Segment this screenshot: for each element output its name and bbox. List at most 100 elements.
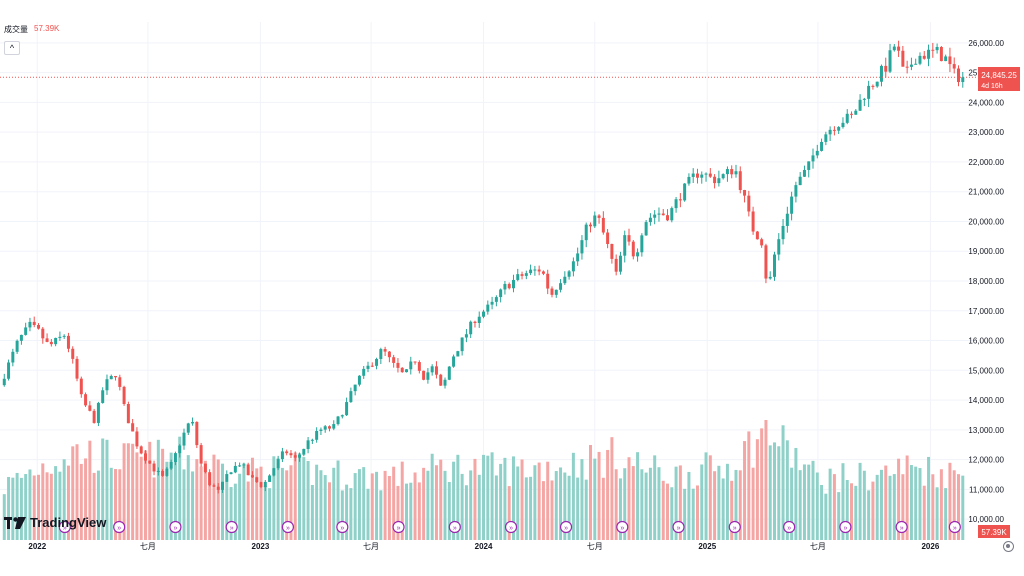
candle-body [520, 274, 524, 276]
earnings-marker-icon [336, 520, 349, 534]
volume-bar [79, 463, 83, 540]
candle-body [700, 174, 704, 178]
candle-body [268, 475, 272, 482]
volume-bar [426, 470, 430, 540]
volume-bar [670, 487, 674, 540]
candle-body [387, 351, 391, 358]
y-tick-label: 15,000.00 [968, 366, 1004, 375]
candle-body [79, 378, 83, 395]
candle-body [88, 405, 92, 411]
volume-bar [62, 459, 66, 540]
volume-bar [695, 485, 699, 540]
volume-bar [396, 485, 400, 540]
candle-body [593, 215, 597, 227]
candle-body [208, 472, 212, 486]
marker-glyph: » [677, 525, 681, 532]
volume-bar [571, 452, 575, 540]
candle-body [524, 273, 528, 276]
volume-bar [580, 459, 584, 540]
volume-bar [751, 467, 755, 540]
candle-body [691, 173, 695, 177]
volume-bar [794, 447, 798, 540]
candle-body [242, 464, 246, 466]
x-tick-label: 2025 [698, 542, 716, 551]
volume-bar [618, 478, 622, 540]
candle-body [854, 110, 858, 115]
candle-body [610, 243, 614, 259]
event-markers[interactable]: » » » » » » » » » » » » » » » » » [58, 520, 961, 534]
collapse-chevron-icon[interactable]: ^ [4, 41, 20, 55]
time-axis[interactable]: 2022 七月 2023 七月 2024 七月 2025 七月 2026 [28, 542, 939, 551]
candle-body [11, 351, 15, 363]
candle-body [798, 176, 802, 186]
volume-bar [644, 472, 648, 540]
volume-bar [332, 467, 336, 540]
candle-body [349, 391, 353, 403]
candle-body [837, 127, 841, 131]
candle-body [850, 113, 854, 115]
volume-bar [439, 459, 443, 540]
candle-body [366, 365, 370, 369]
candle-body [45, 338, 49, 342]
tradingview-logo[interactable]: TradingView [4, 515, 106, 530]
volume-bar [576, 477, 580, 540]
volume-bar [636, 452, 640, 540]
candle-body [139, 446, 143, 454]
marker-glyph: » [63, 525, 67, 532]
last-price-value: 24,845.25 [981, 71, 1017, 80]
earnings-marker-icon [672, 520, 685, 534]
volume-bar [743, 441, 747, 540]
candle-body [648, 217, 652, 223]
volume-bar [905, 455, 909, 540]
volume-bar [259, 466, 263, 540]
volume-bar [84, 458, 88, 540]
candle-body [135, 431, 139, 447]
candle-body [820, 141, 824, 151]
settings-icon[interactable] [1003, 541, 1014, 552]
candle-body [417, 362, 421, 371]
volume-bar [336, 460, 340, 540]
candle-body [109, 375, 113, 380]
candle-body [84, 394, 88, 406]
candle-body [589, 224, 592, 227]
volume-bar [837, 492, 841, 540]
volume-bar [747, 431, 751, 540]
volume-bar [135, 452, 139, 540]
candle-body [54, 337, 58, 345]
y-tick-label: 16,000.00 [968, 337, 1004, 346]
volume-bar [593, 458, 597, 540]
volume-bar [469, 470, 473, 540]
candle-body [644, 222, 648, 236]
candle-body [24, 327, 28, 335]
volume-bar [156, 439, 160, 540]
volume-bar [417, 482, 421, 540]
volume-bar [627, 457, 631, 540]
volume-bar [802, 464, 806, 540]
candle-body [276, 459, 280, 469]
volume-bar [948, 462, 952, 540]
last-price-countdown: 4d 16h [981, 83, 1003, 90]
y-tick-label: 23,000.00 [968, 128, 1004, 137]
volume-bar [169, 452, 173, 540]
candle-body [250, 475, 254, 478]
candle-body [503, 283, 507, 290]
volume-bar [41, 463, 45, 540]
candle-body [96, 402, 100, 423]
candle-body [584, 224, 588, 241]
candle-body [336, 416, 340, 425]
volume-bar [678, 465, 682, 540]
candle-body [499, 289, 503, 298]
volume-bar [862, 470, 866, 540]
volume-bar [250, 457, 254, 540]
candle-body [738, 171, 742, 191]
candle-body [272, 468, 276, 476]
volume-bar [191, 471, 195, 540]
candle-body [811, 155, 815, 162]
price-axis[interactable]: 10,000.00 11,000.00 12,000.00 13,000.00 14,0… [968, 39, 1004, 524]
candle-body [807, 161, 811, 170]
volume-bar [610, 437, 614, 540]
candle-body [618, 255, 622, 272]
candle-body [49, 341, 53, 345]
candle-body [683, 183, 687, 201]
